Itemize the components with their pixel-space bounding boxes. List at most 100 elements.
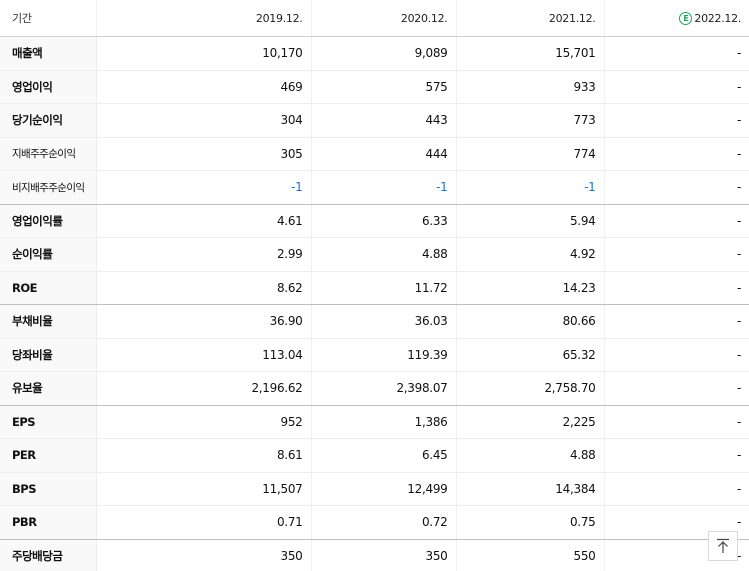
table-cell: 469	[95, 70, 311, 104]
table-row: 주당배당금 350 350 550 -	[0, 539, 749, 571]
table-row: ROE 8.62 11.72 14.23 -	[0, 271, 749, 305]
table-cell: -	[603, 405, 749, 439]
table-row: PBR 0.71 0.72 0.75 -	[0, 505, 749, 540]
table-cell: 350	[95, 539, 311, 571]
table-cell: 113.04	[95, 338, 311, 372]
table-row: 영업이익률 4.61 6.33 5.94 -	[0, 204, 749, 238]
table-cell: 773	[455, 103, 604, 138]
table-cell: 14,384	[455, 472, 604, 506]
table-cell: 11,507	[95, 472, 311, 506]
table-cell: -	[603, 170, 749, 205]
table-cell: -	[603, 271, 749, 305]
table-cell: 36.90	[95, 304, 311, 339]
table-cell: 9,089	[310, 36, 456, 71]
table-cell: 11.72	[310, 271, 456, 305]
table-cell: -	[603, 36, 749, 71]
table-cell: 2.99	[95, 237, 311, 272]
row-label: BPS	[0, 472, 97, 506]
table-row: BPS 11,507 12,499 14,384 -	[0, 472, 749, 506]
row-label: 비지배주주순이익	[0, 170, 97, 205]
table-cell: -	[603, 438, 749, 473]
table-cell: 2,225	[455, 405, 604, 439]
table-cell: 65.32	[455, 338, 604, 372]
row-label: 영업이익률	[0, 204, 97, 238]
table-cell: 350	[310, 539, 456, 571]
table-cell: 0.71	[95, 505, 311, 540]
table-cell: -	[603, 371, 749, 406]
table-cell-negative: -1	[455, 170, 604, 205]
row-label: 당좌비율	[0, 338, 97, 372]
table-cell: -	[603, 338, 749, 372]
estimate-badge-icon: E	[679, 11, 693, 25]
year-header-2020: 2020.12.	[310, 0, 456, 37]
table-cell: 8.62	[95, 271, 311, 305]
table-cell-negative: -1	[310, 170, 456, 205]
table-row: PER 8.61 6.45 4.88 -	[0, 438, 749, 473]
table-cell: -	[603, 137, 749, 171]
table-cell: 443	[310, 103, 456, 138]
table-cell: 575	[310, 70, 456, 104]
row-label: EPS	[0, 405, 97, 439]
table-cell: 36.03	[310, 304, 456, 339]
table-cell: 12,499	[310, 472, 456, 506]
row-label: PER	[0, 438, 97, 473]
table-row: 당좌비율 113.04 119.39 65.32 -	[0, 338, 749, 372]
table-cell: -	[603, 70, 749, 104]
table-cell: 2,398.07	[310, 371, 456, 406]
year-header-2021: 2021.12.	[455, 0, 604, 37]
row-label: 부채비율	[0, 304, 97, 339]
table-body: 매출액 10,170 9,089 15,701 - 영업이익 469 575 9…	[0, 36, 749, 571]
table-cell: 0.75	[455, 505, 604, 540]
table-cell: 304	[95, 103, 311, 138]
table-cell: 15,701	[455, 36, 604, 71]
table-cell: 444	[310, 137, 456, 171]
table-cell: 550	[455, 539, 604, 571]
table-cell: 6.45	[310, 438, 456, 473]
table-row: 당기순이익 304 443 773 -	[0, 103, 749, 138]
row-label: 유보율	[0, 371, 97, 406]
table-cell: 14.23	[455, 271, 604, 305]
row-label: 당기순이익	[0, 103, 97, 138]
table-cell: 5.94	[455, 204, 604, 238]
header-row: 기간 2019.12. 2020.12. 2021.12. E 2022.12.	[0, 0, 749, 37]
row-label: 주당배당금	[0, 539, 97, 571]
table-row: 비지배주주순이익 -1 -1 -1 -	[0, 170, 749, 205]
table-cell: 952	[95, 405, 311, 439]
table-cell: -	[603, 472, 749, 506]
year-header-2019: 2019.12.	[95, 0, 311, 37]
estimate-year: 2022.12.	[694, 11, 741, 25]
period-header: 기간	[0, 0, 96, 37]
table-cell: 10,170	[95, 36, 311, 71]
table-cell: 4.92	[455, 237, 604, 272]
table-row: 유보율 2,196.62 2,398.07 2,758.70 -	[0, 371, 749, 406]
row-label: 순이익률	[0, 237, 97, 272]
arrow-up-to-top-icon	[717, 538, 729, 553]
table-row: 부채비율 36.90 36.03 80.66 -	[0, 304, 749, 339]
table-cell: 80.66	[455, 304, 604, 339]
table-cell: -	[603, 237, 749, 272]
table-cell: 8.61	[95, 438, 311, 473]
table-cell: 6.33	[310, 204, 456, 238]
row-label: PBR	[0, 505, 97, 540]
table-cell: -	[603, 204, 749, 238]
table-row: 지배주주순이익 305 444 774 -	[0, 137, 749, 171]
row-label: ROE	[0, 271, 97, 305]
row-label: 영업이익	[0, 70, 97, 104]
table-cell: 933	[455, 70, 604, 104]
table-cell: 119.39	[310, 338, 456, 372]
table-cell: 0.72	[310, 505, 456, 540]
table-cell: 2,758.70	[455, 371, 604, 406]
table-row: 매출액 10,170 9,089 15,701 -	[0, 36, 749, 71]
year-header-2022-estimate: E 2022.12.	[603, 0, 749, 37]
table-cell: -	[603, 103, 749, 138]
table-cell: -	[603, 304, 749, 339]
table-row: 순이익률 2.99 4.88 4.92 -	[0, 237, 749, 272]
table-cell: 4.61	[95, 204, 311, 238]
row-label: 매출액	[0, 36, 97, 71]
scroll-to-top-button[interactable]	[708, 531, 738, 561]
table-cell: 2,196.62	[95, 371, 311, 406]
table-cell: 4.88	[310, 237, 456, 272]
row-label: 지배주주순이익	[0, 137, 97, 171]
